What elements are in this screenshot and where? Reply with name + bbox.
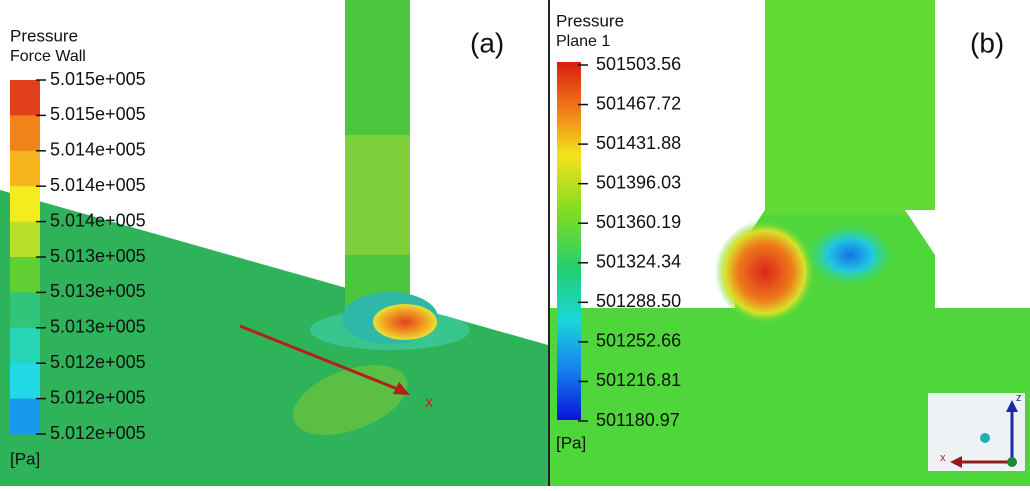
tick-label: 5.012e+005 — [50, 423, 146, 443]
tick-label: 5.015e+005 — [50, 69, 146, 89]
tick-label: 5.013e+005 — [50, 246, 146, 266]
panel-a: x (a) Pressure Force Wall 5.015e+005 5.01… — [0, 0, 548, 486]
colorbar-band — [10, 292, 40, 328]
panel-label: (a) — [470, 27, 504, 58]
legend-subtitle: Plane 1 — [556, 33, 610, 50]
tick-label: 501288.50 — [596, 291, 681, 311]
tick-label: 5.014e+005 — [50, 175, 146, 195]
panel-b: (b) Pressure Plane 1 501503.56 501467.72 5… — [550, 0, 1030, 486]
tick-label: 501252.66 — [596, 331, 681, 351]
triad-label: x — [940, 452, 946, 464]
tick-label: 501180.97 — [596, 410, 680, 430]
colorbar-band — [10, 80, 40, 116]
tick-label: 5.013e+005 — [50, 281, 146, 301]
colorbar-band — [10, 328, 40, 364]
tick-label: 501431.88 — [596, 133, 681, 153]
tick-label: 501324.34 — [596, 252, 681, 272]
colorbar-band — [10, 151, 40, 187]
pipe-band — [345, 135, 410, 255]
figure: x (a) Pressure Force Wall 5.015e+005 5.01… — [0, 0, 1030, 486]
tick-label: 501360.19 — [596, 212, 681, 232]
legend-title: Pressure — [556, 11, 624, 30]
tick-label: 5.014e+005 — [50, 210, 146, 230]
triad-label: z — [1016, 392, 1022, 404]
hotspot — [373, 304, 437, 340]
colorbar-band — [10, 399, 40, 435]
tick-label: 5.012e+005 — [50, 352, 146, 372]
colorbar-band — [10, 115, 40, 151]
colorbar-band — [10, 363, 40, 399]
colorbar-band — [10, 186, 40, 222]
pipe-region — [765, 0, 935, 215]
tick-label: 501503.56 — [596, 54, 681, 74]
colorbar — [557, 62, 581, 420]
tick-label: 501396.03 — [596, 172, 681, 192]
legend-unit: [Pa] — [10, 449, 40, 468]
tick-label: 501216.81 — [596, 370, 681, 390]
triad-origin — [1007, 457, 1017, 467]
axis-label: x — [425, 394, 433, 411]
triad-point — [980, 433, 990, 443]
tick-label: 5.012e+005 — [50, 387, 146, 407]
tick-label: 5.014e+005 — [50, 140, 146, 160]
coldspot — [805, 223, 895, 287]
legend-subtitle: Force Wall — [10, 48, 86, 65]
legend-unit: [Pa] — [556, 433, 586, 452]
colorbar-band — [10, 222, 40, 258]
tick-label: 501467.72 — [596, 93, 681, 113]
tick-label: 5.015e+005 — [50, 104, 146, 124]
legend-title: Pressure — [10, 26, 78, 45]
hotspot — [715, 220, 815, 324]
tick-label: 5.013e+005 — [50, 317, 146, 337]
panel-label: (b) — [970, 27, 1004, 58]
colorbar-band — [10, 257, 40, 293]
